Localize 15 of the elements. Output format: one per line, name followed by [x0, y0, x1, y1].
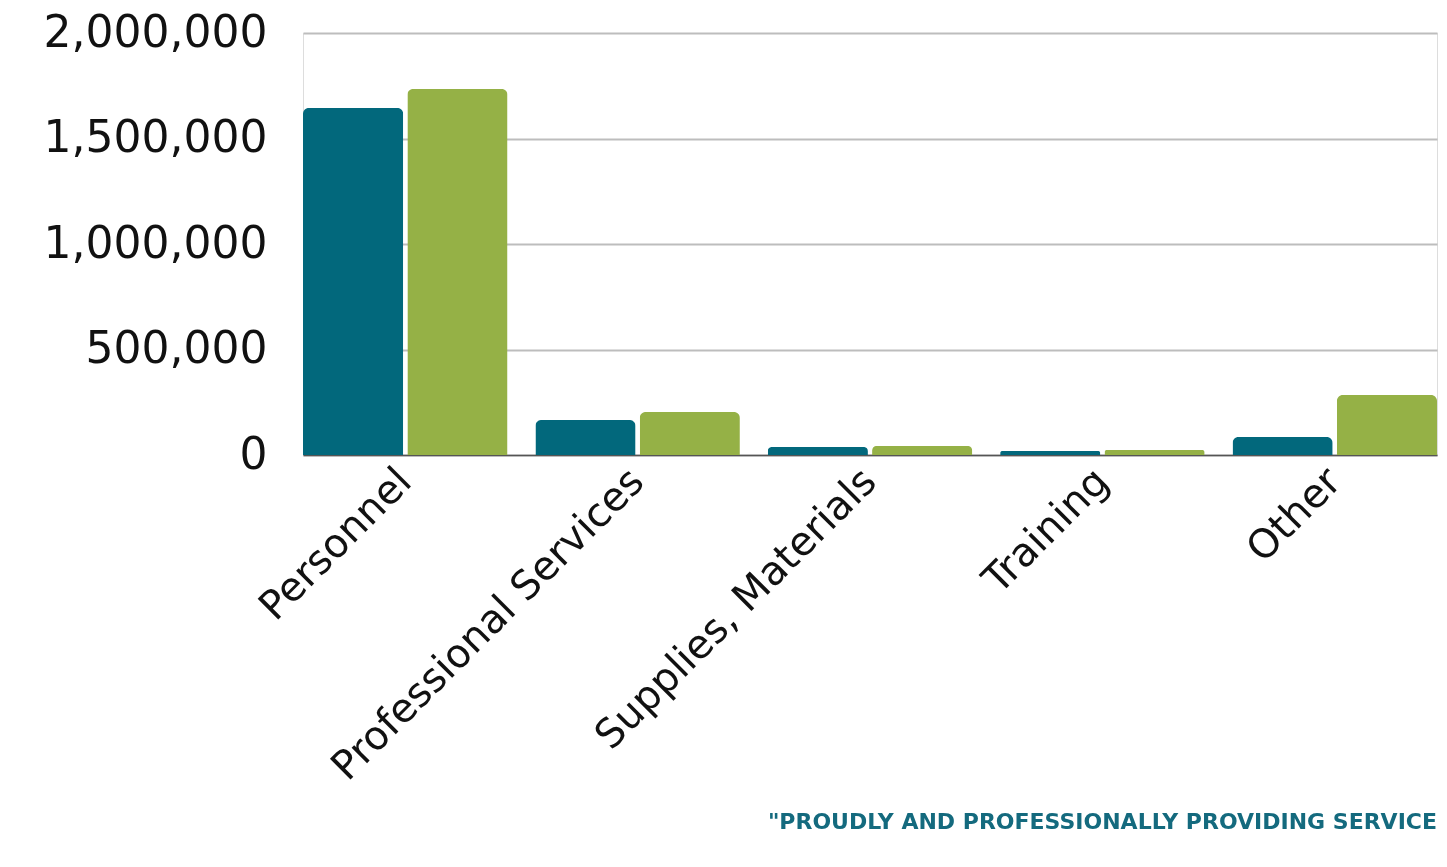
bar: [1000, 450, 1101, 455]
bar: [872, 445, 973, 455]
bar: [767, 446, 868, 455]
y-tick-label: 1,000,000: [43, 216, 268, 268]
bar: [1232, 437, 1333, 455]
bar: [1336, 395, 1437, 455]
bar: [535, 419, 636, 455]
bar: [407, 88, 508, 455]
bar: [303, 107, 404, 455]
y-tick-label: 1,500,000: [43, 111, 268, 162]
bar: [639, 411, 740, 455]
bar: [1104, 449, 1205, 455]
y-tick-label: 500,000: [85, 322, 268, 373]
y-tick-label: 2,000,000: [43, 5, 268, 57]
text: "PROUDLY AND PROFESSIONALLY PROVIDING SERVICE: [767, 809, 1437, 834]
